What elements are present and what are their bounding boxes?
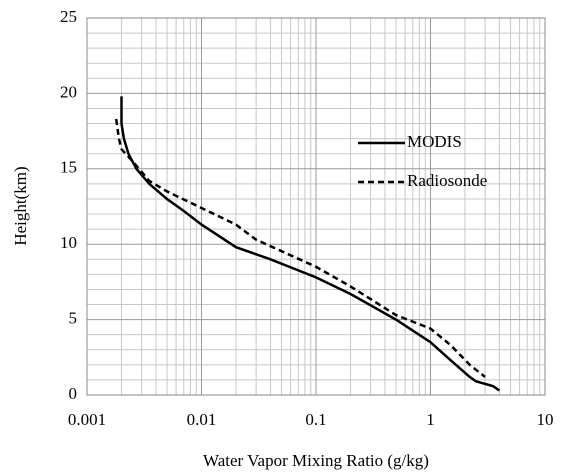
y-tick-label: 0 [69,384,78,403]
x-tick-label: 0.1 [305,410,326,429]
line [114,118,486,378]
plot-frame [86,17,546,396]
y-tick-label: 15 [60,158,77,177]
line [120,96,501,392]
x-tick-label: 0.01 [187,410,217,429]
x-tick-label: 0.001 [68,410,106,429]
y-tick-label: 25 [60,7,77,26]
y-tick-label: 5 [69,309,78,328]
y-axis-label: Height(km) [11,166,30,245]
x-tick-label: 10 [537,410,554,429]
x-tick-label: 1 [426,410,435,429]
legend-label: Radiosonde [407,171,487,190]
x-axis-label: Water Vapor Mixing Ratio (g/kg) [203,451,429,470]
y-tick-label: 20 [60,82,77,101]
y-tick-label: 10 [60,233,77,252]
legend-label: MODIS [407,132,462,151]
